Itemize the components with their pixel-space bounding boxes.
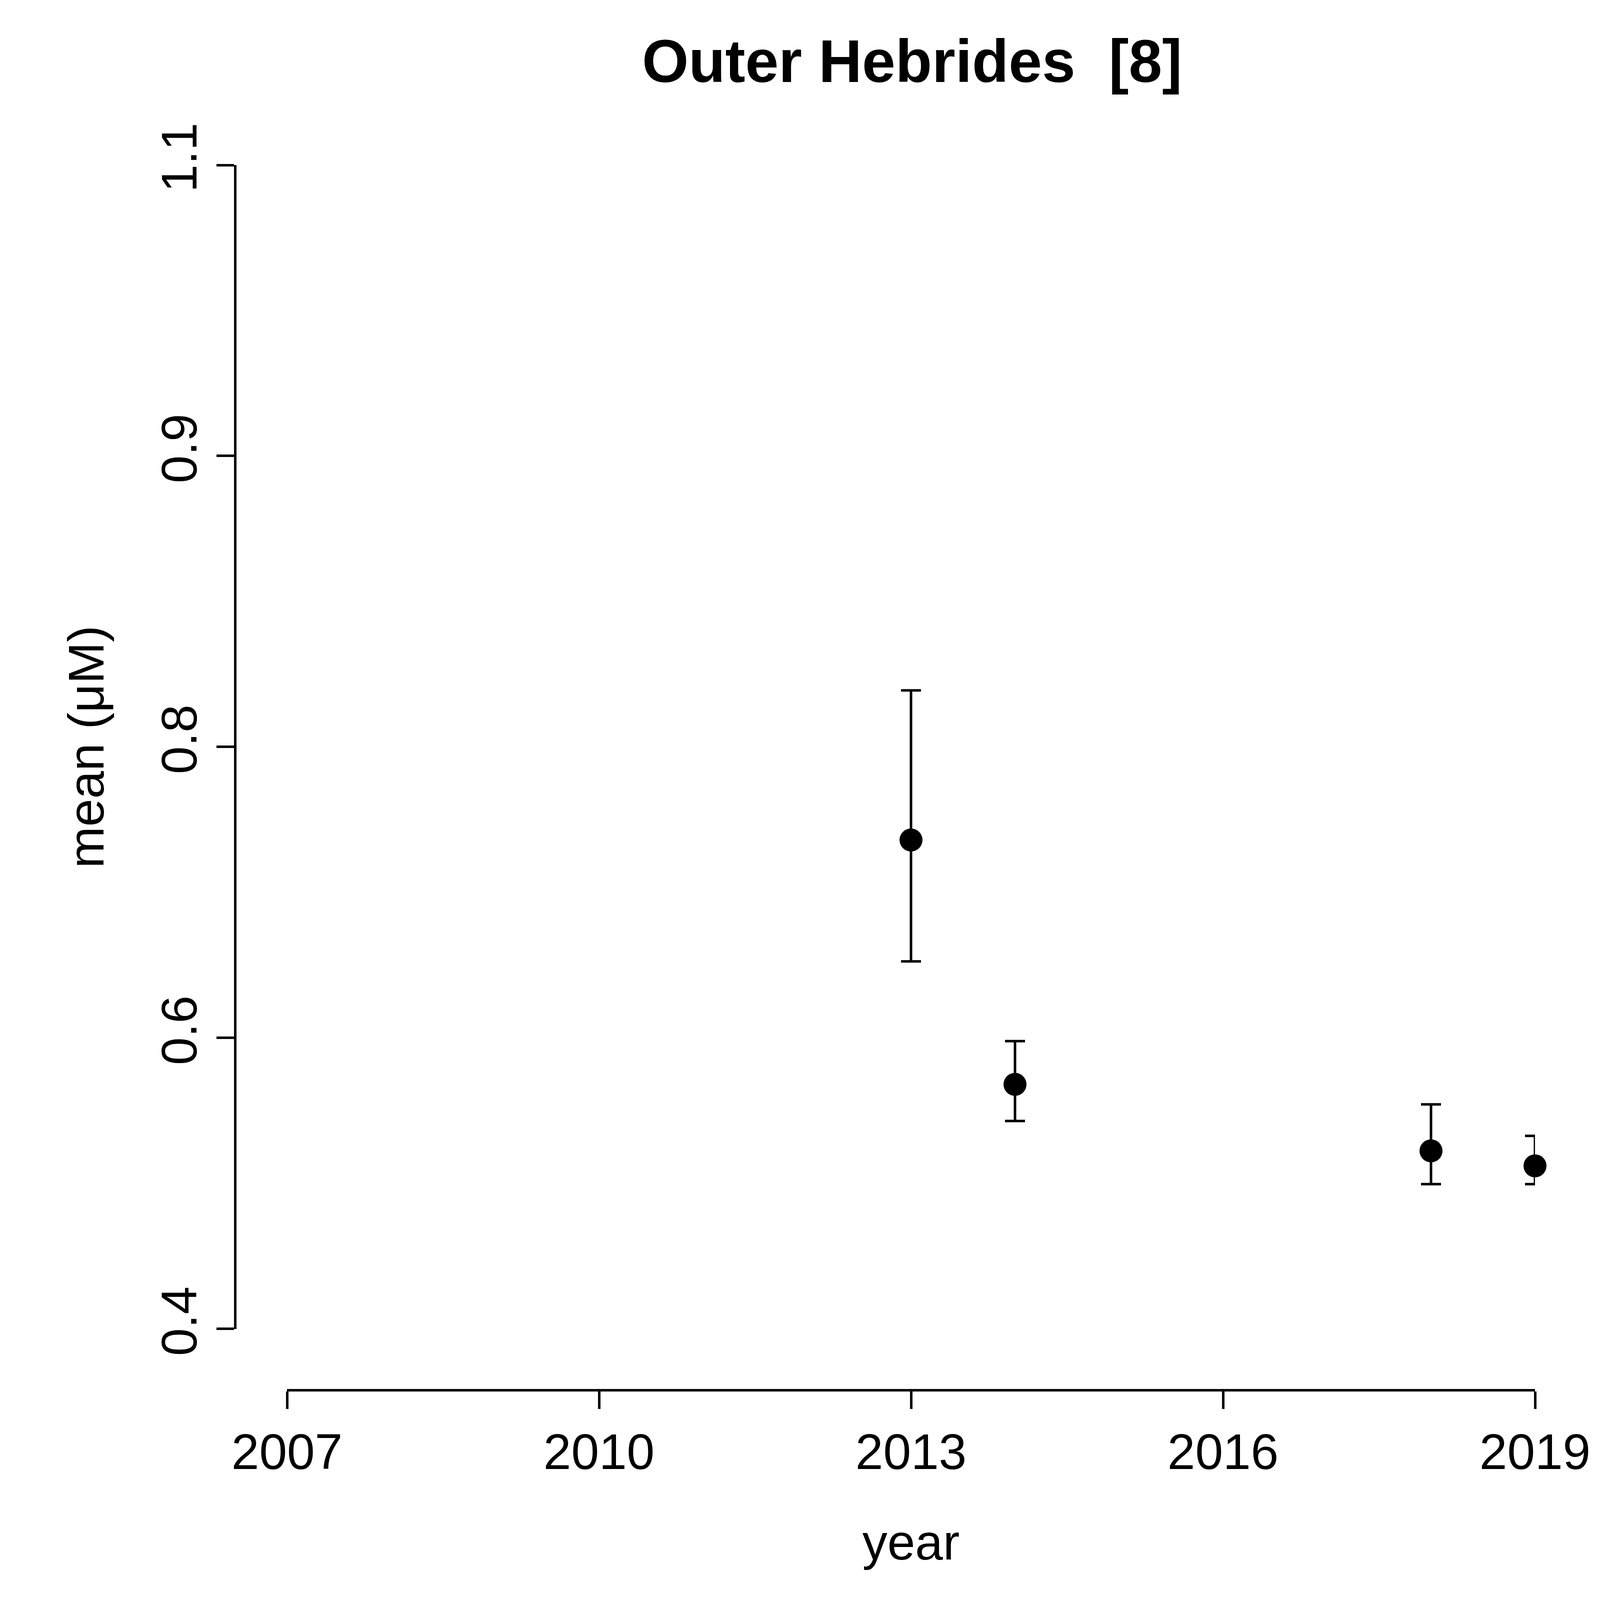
svg-text:2016: 2016 [1167, 1423, 1279, 1480]
svg-text:0.6: 0.6 [151, 995, 207, 1065]
svg-text:Outer Hebrides [8]: Outer Hebrides [8] [642, 27, 1182, 95]
svg-text:2010: 2010 [543, 1423, 655, 1480]
svg-text:mean (μM): mean (μM) [58, 625, 114, 868]
svg-text:1.1: 1.1 [151, 122, 207, 192]
svg-text:0.9: 0.9 [151, 413, 207, 483]
svg-text:0.8: 0.8 [151, 704, 207, 774]
svg-text:year: year [862, 1514, 960, 1570]
svg-text:2019: 2019 [1479, 1423, 1591, 1480]
svg-text:0.4: 0.4 [151, 1286, 207, 1356]
svg-text:2007: 2007 [231, 1423, 343, 1480]
svg-text:2013: 2013 [855, 1423, 967, 1480]
